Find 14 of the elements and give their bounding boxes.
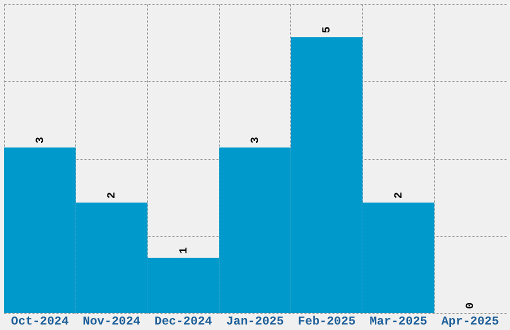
data-label: 5 <box>322 26 334 34</box>
data-label: 0 <box>465 302 478 309</box>
x-tick-label: Apr-2025 <box>441 314 499 328</box>
data-label: 3 <box>34 136 47 144</box>
data-label: 1 <box>178 246 190 254</box>
x-tick-label: Nov-2024 <box>82 314 140 328</box>
data-label: 2 <box>106 192 119 199</box>
x-tick-label: Mar-2025 <box>370 314 428 328</box>
x-tick-label: Jan-2025 <box>226 314 284 328</box>
data-label: 3 <box>250 136 262 144</box>
x-tick-label: Oct-2024 <box>11 314 69 328</box>
x-tick-label: Feb-2025 <box>298 314 356 328</box>
data-label: 2 <box>393 192 406 199</box>
x-tick-label: Dec-2024 <box>154 314 212 328</box>
